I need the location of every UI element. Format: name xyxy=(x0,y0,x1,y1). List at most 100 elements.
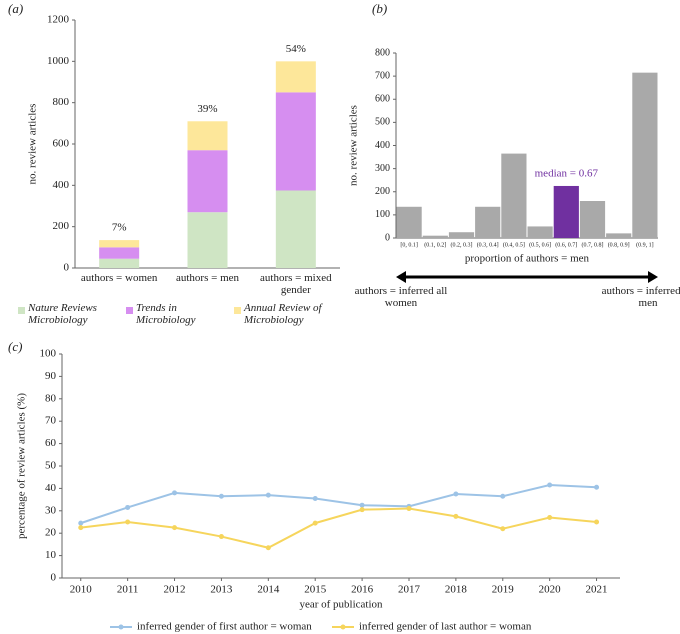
point xyxy=(500,493,506,499)
point xyxy=(594,519,600,525)
y-tick-label: 40 xyxy=(45,482,57,494)
x-tick-label: 2012 xyxy=(164,584,186,596)
line xyxy=(80,484,597,525)
y-tick-label: 1200 xyxy=(47,14,70,26)
bar xyxy=(448,232,475,238)
bar-segment xyxy=(187,121,228,151)
y-tick-label: 70 xyxy=(45,415,57,427)
x-tick-label: (0.2, 0.3] xyxy=(451,241,473,248)
point xyxy=(78,520,84,526)
legend-label: Annual Review of Microbiology xyxy=(244,302,322,326)
bar-segment xyxy=(187,150,228,213)
x-axis-label: year of publication xyxy=(299,599,383,611)
point xyxy=(265,545,271,551)
x-tick-label: authors = women xyxy=(80,272,158,284)
point xyxy=(453,513,459,519)
x-tick-label: 2016 xyxy=(351,584,374,596)
point xyxy=(594,484,600,490)
y-axis-label: percentage of review articles (%) xyxy=(16,393,28,539)
panel-label: (b) xyxy=(372,1,387,16)
point xyxy=(78,525,84,531)
y-tick-label: 600 xyxy=(53,138,70,150)
arrow-label: authors = inferred all men xyxy=(601,285,680,309)
legend-swatch xyxy=(18,307,25,314)
legend-swatch xyxy=(234,307,241,314)
legend-label: Trends in Microbiology xyxy=(136,302,196,326)
x-tick-label: (0.9, 1] xyxy=(636,241,654,248)
y-tick-label: 800 xyxy=(53,96,70,108)
bar-segment xyxy=(99,240,140,248)
y-tick-label: 700 xyxy=(375,70,390,81)
x-tick-label: 2015 xyxy=(304,584,327,596)
x-tick-label: 2021 xyxy=(586,584,608,596)
point xyxy=(125,504,131,510)
x-tick-label: authors = mixed gender xyxy=(260,272,332,296)
x-tick-label: 2020 xyxy=(539,584,562,596)
legend-label: inferred gender of last author = woman xyxy=(359,621,532,633)
bar-segment xyxy=(275,92,316,191)
point xyxy=(172,490,178,496)
legend-marker xyxy=(340,624,346,630)
y-tick-label: 90 xyxy=(45,370,57,382)
x-tick-label: 2013 xyxy=(210,584,233,596)
x-tick-label: (0.4, 0.5] xyxy=(503,241,525,248)
x-tick-label: (0.8, 0.9] xyxy=(608,241,630,248)
point xyxy=(312,495,318,501)
y-tick-label: 200 xyxy=(375,186,390,197)
x-axis-label: proportion of authors = men xyxy=(465,253,590,265)
point xyxy=(218,534,224,540)
median-annotation: median = 0.67 xyxy=(535,168,599,180)
x-tick-label: 2014 xyxy=(257,584,280,596)
panel-label: (c) xyxy=(8,339,22,354)
line xyxy=(80,507,597,549)
x-tick-label: (0.7, 0.8] xyxy=(582,241,604,248)
arrow-label: authors = inferred all women xyxy=(354,285,448,309)
y-tick-label: 10 xyxy=(45,549,57,561)
bar xyxy=(396,206,422,238)
y-tick-label: 60 xyxy=(45,437,57,449)
legend-label: inferred gender of first author = woman xyxy=(137,621,312,633)
x-tick-label: (0.3, 0.4] xyxy=(477,241,499,248)
bar-segment xyxy=(187,212,228,268)
y-tick-label: 0 xyxy=(51,572,57,584)
panel-label: (a) xyxy=(8,1,23,16)
bar xyxy=(501,153,527,238)
y-tick-label: 300 xyxy=(375,163,390,174)
y-axis-label: no. review articles xyxy=(348,105,360,186)
bar xyxy=(527,226,553,238)
bar-segment xyxy=(99,247,140,259)
bar-segment xyxy=(99,258,140,268)
bar xyxy=(579,201,606,238)
bar-segment xyxy=(275,190,316,268)
y-tick-label: 800 xyxy=(375,47,390,58)
point xyxy=(406,506,412,512)
point xyxy=(359,507,365,513)
y-tick-label: 30 xyxy=(45,504,57,516)
y-tick-label: 0 xyxy=(64,262,70,274)
legend-label: Nature Reviews Microbiology xyxy=(28,302,97,326)
y-tick-label: 600 xyxy=(375,94,390,105)
y-tick-label: 400 xyxy=(375,140,390,151)
point xyxy=(359,502,365,508)
y-tick-label: 0 xyxy=(385,232,390,243)
y-tick-label: 500 xyxy=(375,117,390,128)
point xyxy=(453,491,459,497)
bar xyxy=(632,72,658,238)
y-tick-label: 50 xyxy=(45,460,57,472)
bar-annotation: 54% xyxy=(286,43,306,55)
point xyxy=(547,482,553,488)
point xyxy=(218,493,224,499)
y-tick-label: 400 xyxy=(53,179,70,191)
point xyxy=(547,515,553,521)
bar-segment xyxy=(275,61,316,93)
x-tick-label: 2018 xyxy=(445,584,468,596)
y-tick-label: 100 xyxy=(375,209,390,220)
x-tick-label: (0.6, 0.7] xyxy=(555,241,577,248)
x-tick-label: 2017 xyxy=(398,584,421,596)
bar xyxy=(553,185,579,238)
legend-marker xyxy=(118,624,124,630)
y-axis-label: no. review articles xyxy=(27,104,39,185)
bar xyxy=(475,206,501,238)
legend-swatch xyxy=(126,307,133,314)
